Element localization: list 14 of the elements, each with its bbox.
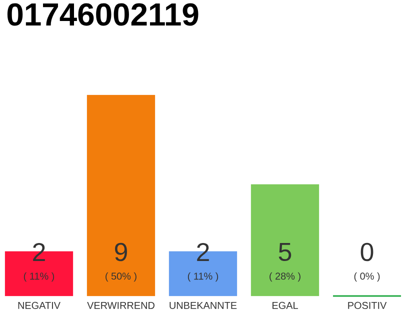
annotation: ( 28% ) [270,272,300,282]
x-tick-label: POSITIV [348,302,387,309]
data-label: 0 [360,242,374,262]
x-tick-label: UNBEKANNTE [170,302,237,309]
chart-title: 01746002119 [7,3,198,26]
data-label: 5 [278,242,292,262]
x-tick-label: EGAL [272,302,298,309]
x-tick-label: NEGATIV [18,302,60,309]
annotation: ( 11% ) [24,272,54,282]
data-label: 9 [115,242,127,262]
annotation: ( 11% ) [188,272,218,282]
x-tick-label: VERWIRREND [87,302,154,309]
annotation: ( 50% ) [106,272,136,282]
annotation: ( 0% ) [354,272,380,282]
